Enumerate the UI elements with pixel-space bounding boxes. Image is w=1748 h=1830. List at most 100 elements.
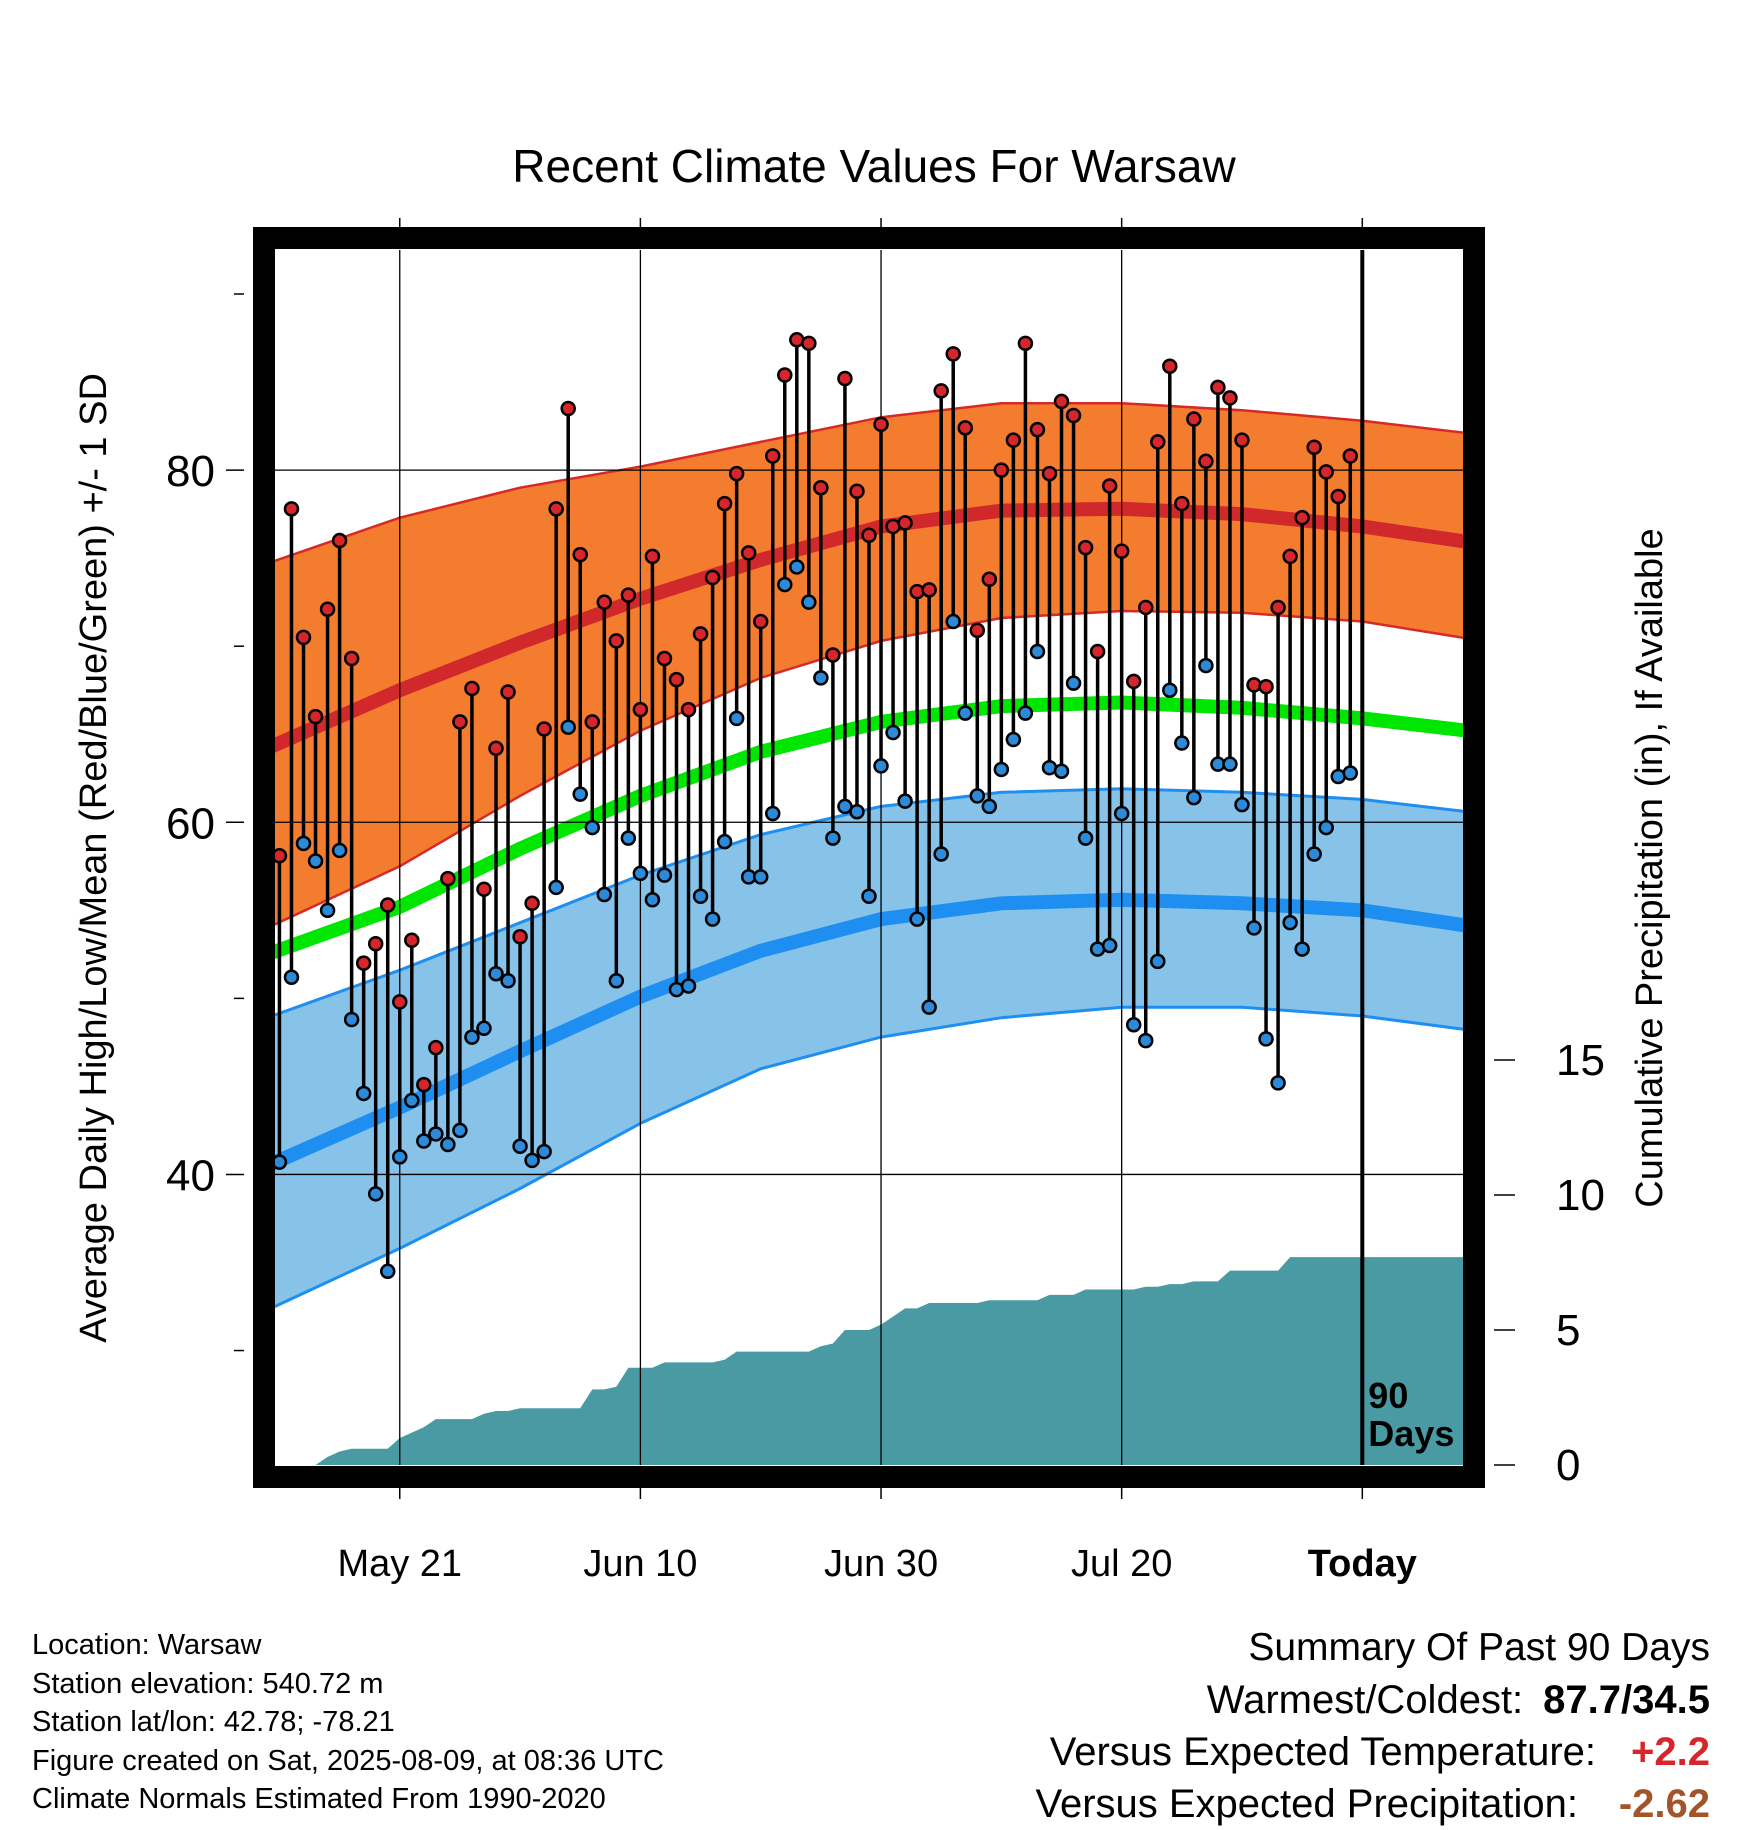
warmest-coldest-row: Warmest/Coldest: 87.7/34.5	[1035, 1674, 1710, 1726]
y-tick-label: 60	[166, 799, 215, 848]
daily-low-point	[1017, 705, 1034, 721]
daily-high-point	[1065, 407, 1082, 424]
temperature-label: Versus Expected Temperature:	[1049, 1730, 1596, 1774]
daily-high-point	[740, 545, 757, 561]
daily-low-point	[945, 613, 961, 630]
daily-low-point	[885, 724, 901, 741]
daily-low-point	[921, 999, 937, 1015]
daily-high-point	[536, 721, 552, 737]
daily-low-point	[307, 853, 324, 869]
daily-high-point	[367, 936, 384, 952]
location-text: Location: Warsaw	[32, 1629, 262, 1661]
daily-high-point	[440, 870, 456, 887]
daily-high-point	[1234, 432, 1250, 448]
daily-high-point	[319, 601, 336, 617]
daily-low-point	[367, 1186, 384, 1202]
daily-low-point	[608, 973, 625, 989]
daily-low-point	[319, 902, 336, 919]
daily-low-point	[392, 1149, 408, 1165]
y2-tick-label: 15	[1556, 1036, 1605, 1085]
daily-high-point	[379, 897, 396, 913]
y2-axis-label: Cumulative Precipitation (in), If Availa…	[1629, 528, 1671, 1207]
daily-low-point	[343, 1011, 360, 1028]
daily-high-point	[1330, 488, 1346, 505]
daily-high-point	[1282, 548, 1298, 565]
daily-low-point	[825, 830, 841, 846]
daily-high-point	[620, 587, 637, 603]
daily-high-point	[752, 613, 769, 630]
daily-low-point	[1306, 846, 1322, 862]
daily-high-point	[1174, 495, 1190, 512]
y-tick-label: 80	[166, 447, 215, 496]
daily-high-point	[343, 650, 360, 667]
daily-low-point	[957, 705, 974, 721]
daily-high-point	[1210, 379, 1226, 396]
daily-low-point	[1258, 1031, 1274, 1047]
daily-high-point	[897, 515, 913, 531]
daily-high-point	[1053, 393, 1070, 410]
daily-high-point	[861, 527, 877, 544]
daily-low-point	[1318, 819, 1334, 836]
daily-high-point	[295, 629, 312, 646]
daily-high-point	[307, 708, 324, 725]
daily-high-point	[957, 420, 974, 436]
daily-high-point	[1089, 643, 1106, 660]
daily-high-point	[764, 448, 781, 464]
daily-low-point	[1198, 657, 1214, 674]
y-axis-label: Average Daily High/Low/Mean (Red/Blue/Gr…	[73, 373, 115, 1343]
daily-low-point	[644, 892, 661, 908]
daily-high-point	[512, 928, 528, 945]
daily-low-point	[596, 886, 613, 903]
daily-low-point	[1065, 675, 1082, 691]
daily-low-point	[524, 1152, 540, 1169]
daily-high-point	[416, 1076, 432, 1093]
daily-low-point	[1270, 1075, 1286, 1091]
chart-title: Recent Climate Values For Warsaw	[512, 140, 1236, 192]
daily-low-point	[584, 819, 601, 836]
y2-tick-label: 10	[1556, 1171, 1605, 1220]
daily-low-point	[355, 1085, 372, 1102]
daily-high-point	[404, 932, 420, 949]
daily-high-point	[500, 684, 516, 700]
summary-panel: Summary Of Past 90 Days Warmest/Coldest:…	[1035, 1622, 1710, 1830]
x-tick-label: Jun 30	[824, 1543, 938, 1585]
daily-low-point	[801, 594, 817, 610]
daily-high-point	[331, 532, 348, 549]
daily-high-point	[1270, 599, 1286, 616]
daily-low-point	[849, 803, 865, 820]
precipitation-value: -2.62	[1618, 1782, 1710, 1826]
daily-high-point	[464, 680, 480, 697]
daily-low-point	[440, 1136, 456, 1153]
daily-high-point	[1077, 539, 1094, 556]
daily-low-point	[1005, 731, 1022, 748]
daily-high-point	[704, 569, 721, 586]
daily-high-point	[993, 462, 1010, 478]
temperature-value: +2.2	[1631, 1730, 1710, 1774]
daily-high-point	[1017, 335, 1034, 352]
daily-high-point	[921, 582, 937, 598]
daily-low-point	[1150, 953, 1166, 970]
daily-low-point	[752, 869, 769, 885]
daily-low-point	[813, 670, 829, 686]
daily-low-point	[464, 1029, 480, 1045]
daily-high-point	[668, 671, 685, 688]
daily-low-point	[452, 1122, 468, 1139]
daily-high-point	[945, 346, 961, 362]
x-tick-label: Jul 20	[1071, 1543, 1172, 1585]
daily-low-point	[1077, 830, 1094, 846]
daily-low-point	[656, 867, 673, 883]
daily-low-point	[1246, 920, 1262, 936]
daily-high-point	[969, 622, 986, 639]
daily-high-point	[656, 650, 673, 667]
daily-low-point	[909, 911, 925, 927]
x-axis-label: Day	[840, 1605, 908, 1610]
daily-low-point	[331, 842, 348, 859]
daily-high-point	[452, 714, 468, 730]
daily-low-point	[1137, 1032, 1154, 1049]
daily-high-point	[1005, 432, 1022, 448]
daily-high-point	[1306, 439, 1322, 455]
daily-high-point	[1162, 358, 1178, 374]
precipitation-row: Versus Expected Precipitation: -2.62	[1035, 1778, 1710, 1830]
daily-low-point	[1029, 643, 1046, 660]
